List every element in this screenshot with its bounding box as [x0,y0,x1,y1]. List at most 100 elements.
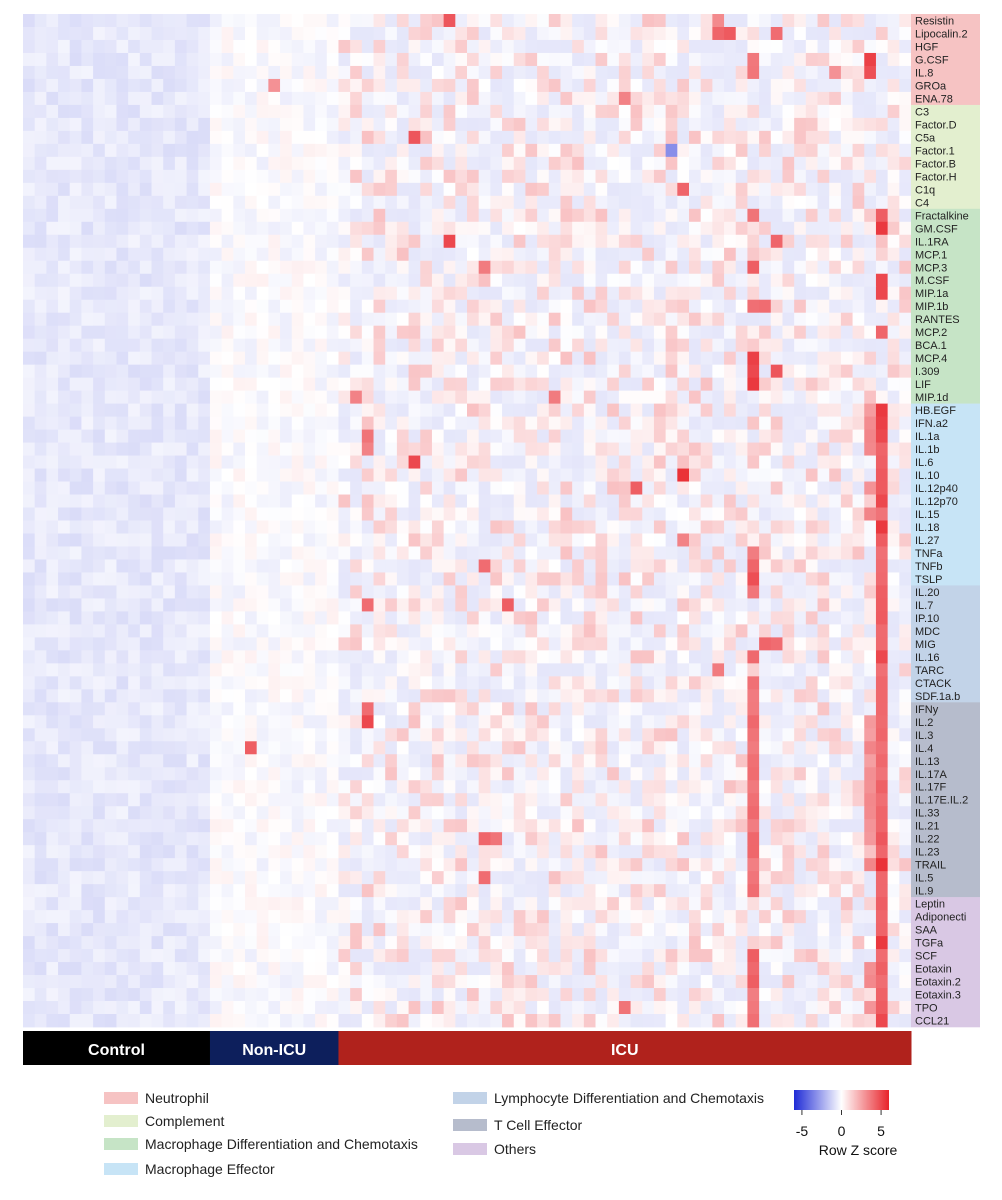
heatmap-cell [642,845,655,859]
heatmap-cell [618,325,631,340]
heatmap-cell [221,728,234,742]
heatmap-cell [209,650,223,664]
heatmap-cell [677,533,690,547]
heatmap-cell [747,494,760,508]
heatmap-cell [525,351,538,366]
heatmap-cell [665,728,678,742]
heatmap-cell [396,663,409,677]
heatmap-cell [712,611,725,625]
heatmap-cell [396,260,409,275]
heatmap-cell [104,338,117,353]
heatmap-cell [46,533,59,547]
heatmap-cell [93,689,106,703]
heatmap-cell [81,169,94,184]
heatmap-cell [69,273,82,288]
heatmap-cell [338,442,351,456]
heatmap-cell [677,156,690,171]
heatmap-cell [221,689,234,703]
heatmap-cell [326,832,339,846]
heatmap-cell [899,754,912,768]
heatmap-cell [805,793,818,807]
heatmap-cell [174,832,187,846]
heatmap-cell [805,169,818,184]
heatmap-cell [291,754,304,768]
heatmap-cell [467,533,480,547]
heatmap-cell [759,234,772,249]
heatmap-cell [34,325,47,340]
heatmap-cell [630,364,643,379]
heatmap-cell [782,91,795,106]
heatmap-cell [607,390,620,405]
heatmap-cell [245,819,258,833]
heatmap-cell [618,273,631,288]
heatmap-cell [875,390,889,405]
heatmap-cell [396,338,409,353]
heatmap-cell [759,117,772,132]
heatmap-cell [221,468,234,482]
heatmap-cell [583,650,596,664]
heatmap-cell [759,39,772,54]
heatmap-cell [139,481,152,495]
heatmap-cell [875,351,889,366]
heatmap-cell [408,91,421,106]
heatmap-cell [174,468,187,482]
heatmap-cell [256,728,269,742]
heatmap-cell [46,325,59,340]
heatmap-cell [840,403,853,418]
heatmap-cell [455,858,468,872]
heatmap-cell [93,702,106,716]
heatmap-cell [817,780,830,794]
heatmap-cell [852,403,865,418]
heatmap-cell [537,663,550,677]
heatmap-cell [642,832,655,846]
heatmap-cell [81,390,94,405]
heatmap-cell [23,793,36,807]
heatmap-cell [653,39,667,54]
heatmap-cell [431,390,445,405]
heatmap-cell [34,845,47,859]
heatmap-cell [69,442,82,456]
heatmap-cell [478,637,491,651]
heatmap-cell [548,702,561,716]
heatmap-cell [770,208,783,223]
heatmap-cell [525,728,538,742]
heatmap-cell [163,403,176,418]
heatmap-cell [805,780,818,794]
heatmap-cell [245,611,258,625]
heatmap-cell [81,247,94,262]
heatmap-cell [747,416,760,430]
heatmap-cell [653,832,667,846]
heatmap-cell [665,598,678,612]
heatmap-cell [104,234,117,249]
heatmap-cell [420,26,433,41]
heatmap-cell [303,819,316,833]
heatmap-cell [408,403,421,418]
heatmap-cell [513,845,526,859]
heatmap-cell [864,286,877,301]
heatmap-cell [116,494,129,508]
heatmap-cell [700,26,713,41]
heatmap-cell [455,286,468,301]
heatmap-cell [139,676,152,690]
heatmap-cell [583,832,596,846]
heatmap-cell [887,403,900,418]
heatmap-cell [221,754,234,768]
heatmap-cell [396,494,409,508]
heatmap-cell [595,819,608,833]
heatmap-cell [408,533,421,547]
heatmap-cell [490,91,503,106]
heatmap-cell [350,182,363,197]
heatmap-cell [794,611,807,625]
heatmap-cell [139,650,152,664]
heatmap-cell [548,117,561,132]
heatmap-cell [186,208,199,223]
heatmap-cell [408,39,421,54]
heatmap-cell [724,338,737,353]
heatmap-cell [291,819,304,833]
heatmap-cell [221,559,234,573]
heatmap-cell [338,14,351,28]
heatmap-cell [595,273,608,288]
heatmap-cell [69,728,82,742]
heatmap-cell [69,455,82,469]
heatmap-cell [467,507,480,521]
